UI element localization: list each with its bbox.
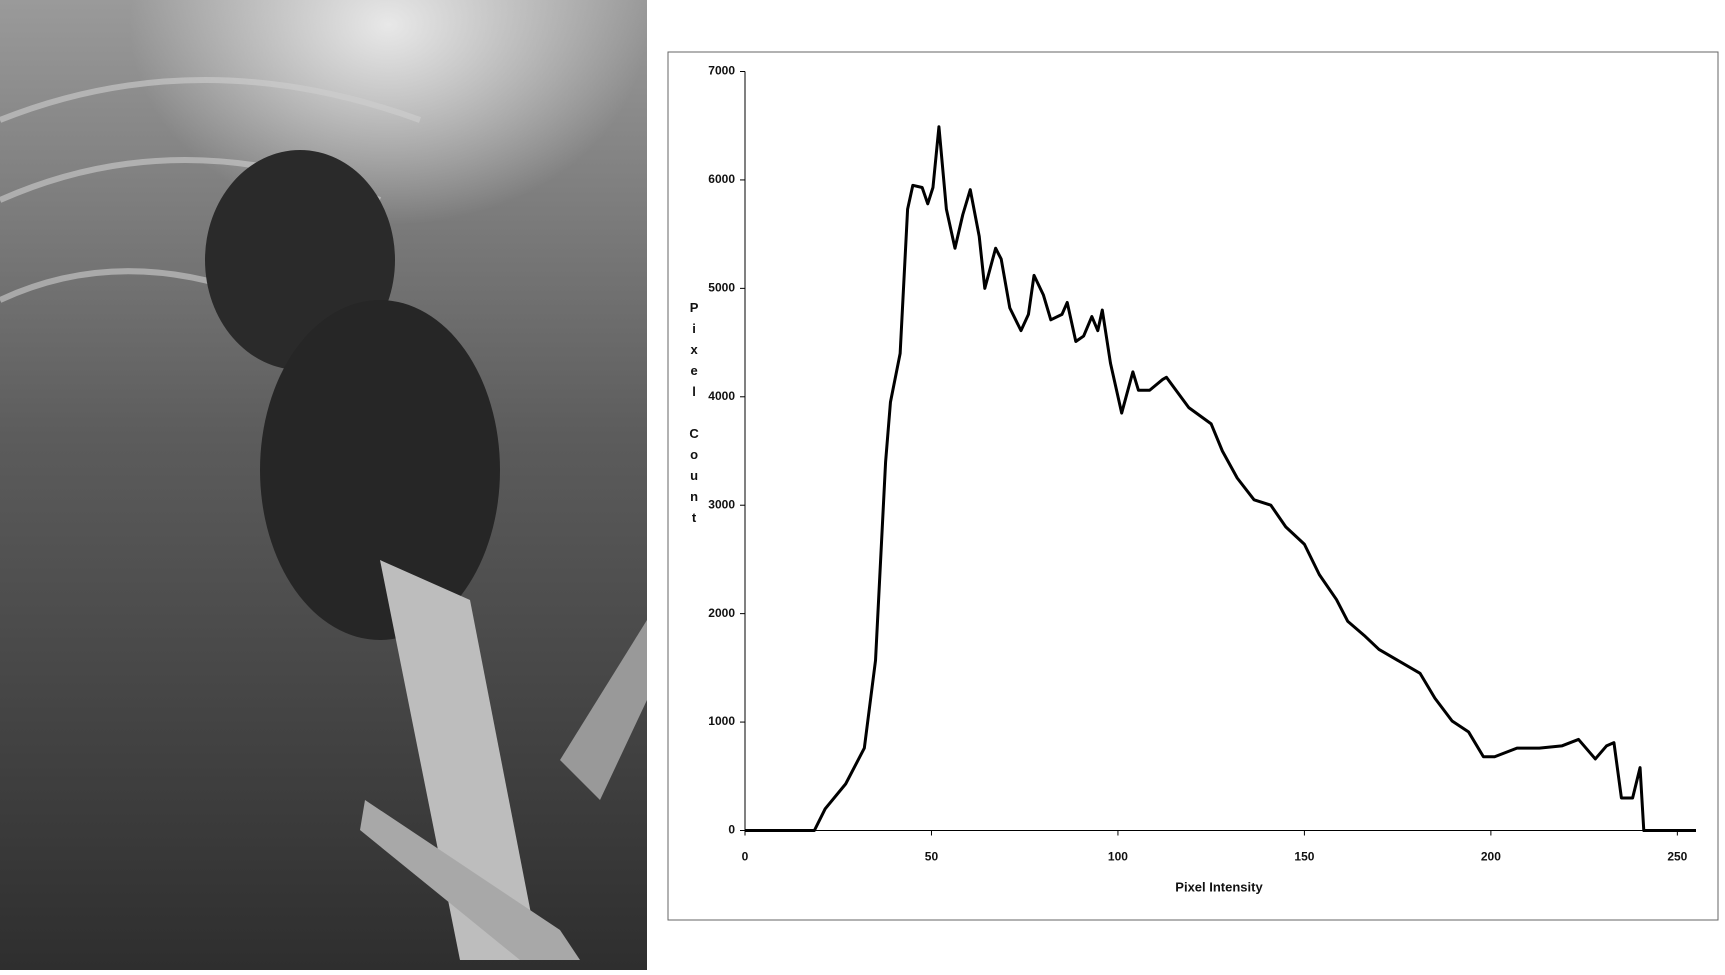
x-tick-label: 0 (742, 850, 749, 864)
x-tick-label: 100 (1108, 850, 1128, 864)
y-tick-label: 7000 (708, 64, 735, 78)
y-tick-label: 6000 (708, 172, 735, 186)
y-tick-label: 5000 (708, 281, 735, 295)
x-tick-label: 150 (1294, 850, 1314, 864)
y-tick-label: 1000 (708, 714, 735, 728)
y-tick-label: 0 (728, 823, 735, 837)
y-tick-label: 2000 (708, 606, 735, 620)
histogram-line (745, 125, 1696, 832)
x-tick-label: 200 (1481, 850, 1501, 864)
photo (0, 0, 647, 970)
chart-frame (667, 51, 1719, 921)
x-axis-label: Pixel Intensity (1175, 879, 1263, 894)
y-tick-label: 4000 (708, 389, 735, 403)
x-tick-label: 50 (925, 850, 939, 864)
y-tick-label: 3000 (708, 497, 735, 511)
x-tick-label: 250 (1667, 850, 1687, 864)
y-axis-label: Pixel Count (687, 300, 702, 531)
